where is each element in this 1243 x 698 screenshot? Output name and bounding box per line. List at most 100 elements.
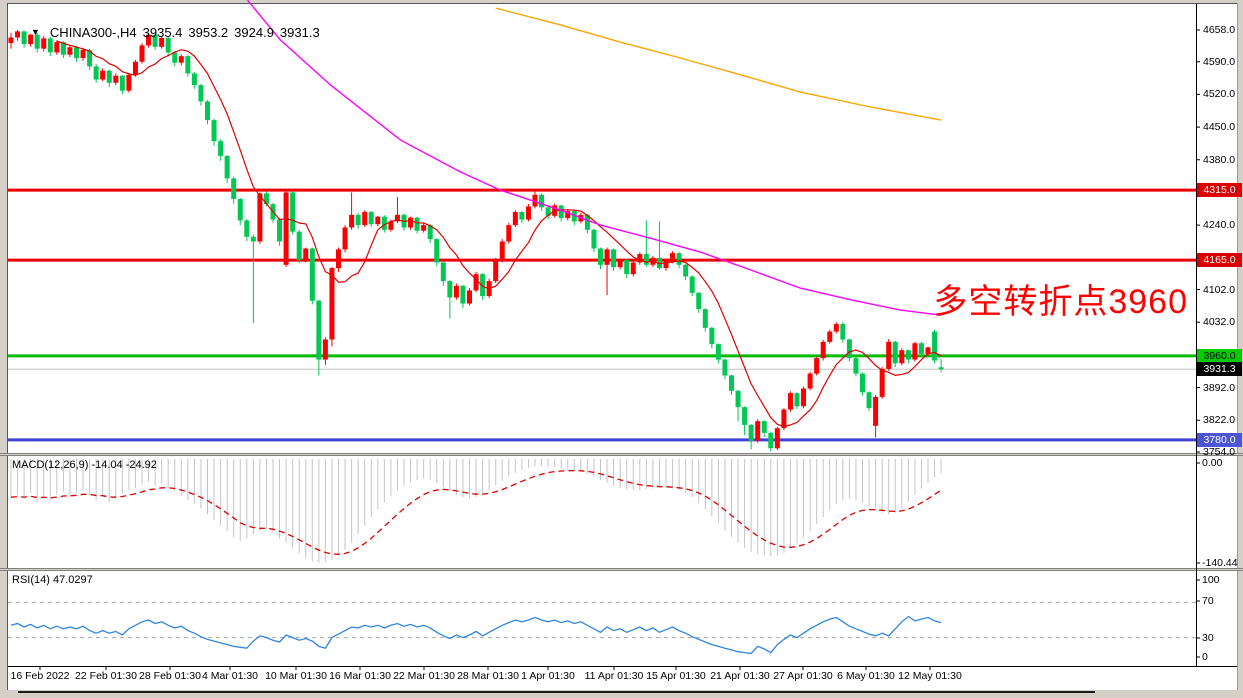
time-axis-label: 27 Apr 01:30 — [773, 670, 833, 682]
candle-body — [781, 409, 787, 429]
candle-body — [932, 331, 938, 361]
candle-body — [60, 42, 66, 55]
candle-body — [126, 74, 132, 91]
candle-body — [257, 193, 263, 242]
rsi-axis-label: 70 — [1202, 595, 1214, 607]
time-axis-label: 28 Mar 01:30 — [457, 670, 519, 682]
price-badge-3960.0: 3960.0 — [1197, 348, 1242, 363]
candle-body — [905, 350, 911, 360]
candle-body — [637, 254, 643, 263]
candle-body — [722, 359, 728, 376]
rsi-axis-label: 30 — [1202, 632, 1214, 644]
candle-body — [290, 192, 296, 232]
candle-body — [362, 212, 368, 226]
candle-body — [231, 178, 237, 199]
candle-body — [840, 324, 846, 340]
candle-body — [663, 261, 669, 269]
candle-body — [440, 262, 446, 282]
ohlc-high: 3953.2 — [188, 24, 229, 40]
candle-body — [683, 264, 689, 277]
candle-body — [643, 254, 649, 265]
macd-panel-label: MACD(12,26,9) -14.04 -24.92 — [12, 459, 157, 471]
candle-body — [100, 70, 106, 80]
time-axis-label: 6 May 01:30 — [837, 670, 895, 682]
candle-body — [873, 396, 879, 426]
candle-body — [224, 156, 230, 179]
time-axis-label: 22 Mar 01:30 — [393, 670, 455, 682]
rsi-axis-label: 100 — [1202, 574, 1220, 586]
macd-axis-label: -140.44 — [1202, 557, 1238, 569]
candle-body — [434, 239, 440, 263]
time-axis-label: 10 Mar 01:30 — [265, 670, 327, 682]
price-axis-label: 3822.0 — [1203, 414, 1236, 427]
candle-body — [159, 37, 165, 47]
candle-body — [427, 225, 433, 240]
candle-body — [591, 229, 597, 249]
symbol-period-label: CHINA300-,H4 — [49, 24, 137, 40]
panel-separator — [0, 568, 1243, 571]
candle-body — [899, 350, 905, 364]
time-axis-label: 4 Mar 01:30 — [201, 670, 259, 682]
candle-body — [709, 327, 715, 345]
price-axis-label: 4032.0 — [1203, 316, 1236, 329]
candle-body — [453, 285, 459, 298]
candle-body — [892, 341, 898, 364]
candle-body — [87, 50, 93, 67]
candle-body — [74, 47, 79, 59]
candle-body — [93, 66, 99, 80]
ohlc-open: 3935.4 — [142, 24, 183, 40]
candle-body — [676, 253, 682, 265]
candle-body — [47, 38, 53, 53]
price-axis-label: 3754.0 — [1203, 445, 1236, 458]
candle-body — [322, 339, 328, 360]
time-axis-label: 22 Feb 01:30 — [75, 670, 137, 682]
candle-body — [480, 274, 486, 297]
price-axis-label: 4450.0 — [1203, 121, 1236, 134]
candle-body — [833, 324, 839, 332]
candle-body — [172, 52, 178, 63]
time-axis-label: 16 Mar 01:30 — [329, 670, 391, 682]
price-badge-4165.0: 4165.0 — [1197, 253, 1242, 268]
candle-body — [794, 393, 800, 407]
candle-body — [198, 85, 204, 102]
candle-body — [918, 343, 924, 354]
candle-body — [152, 34, 158, 47]
macd-signal-line — [10, 469, 942, 555]
candle-body — [506, 225, 512, 242]
candle-body — [185, 56, 191, 74]
candle-body — [309, 248, 315, 301]
candle-body — [670, 253, 676, 262]
candle-body — [263, 193, 269, 205]
chart-background — [8, 4, 1237, 690]
price-axis-label: 4658.0 — [1203, 24, 1236, 36]
candle-body — [624, 260, 630, 275]
candle-body — [375, 216, 381, 225]
candle-body — [539, 194, 545, 208]
candle-body — [178, 56, 184, 63]
candle-body — [165, 37, 171, 53]
candle-body — [316, 300, 322, 360]
candle-body — [15, 31, 21, 38]
candle-body — [925, 347, 931, 354]
candle-body — [735, 390, 741, 408]
panel-separator — [0, 453, 1243, 456]
candle-body — [801, 388, 807, 407]
candle-body — [814, 358, 820, 374]
ohlc-low: 3924.9 — [234, 24, 274, 40]
candle-body — [342, 227, 348, 250]
price-badge-4315.0: 4315.0 — [1197, 183, 1242, 198]
candle-body — [846, 339, 852, 359]
symbol-dropdown-icon[interactable]: ▼ — [31, 27, 40, 37]
candle-body — [368, 212, 374, 225]
candle-body — [54, 42, 60, 53]
price-axis-label: 4240.0 — [1203, 219, 1236, 232]
candle-body — [630, 262, 636, 275]
candle-body — [28, 34, 34, 45]
candle-body — [827, 331, 833, 342]
candle-body — [604, 249, 610, 265]
candle-body — [584, 214, 590, 230]
candle-body — [296, 231, 302, 261]
time-axis-label: 28 Feb 01:30 — [139, 670, 201, 682]
price-axis-label: 3892.0 — [1203, 381, 1236, 394]
